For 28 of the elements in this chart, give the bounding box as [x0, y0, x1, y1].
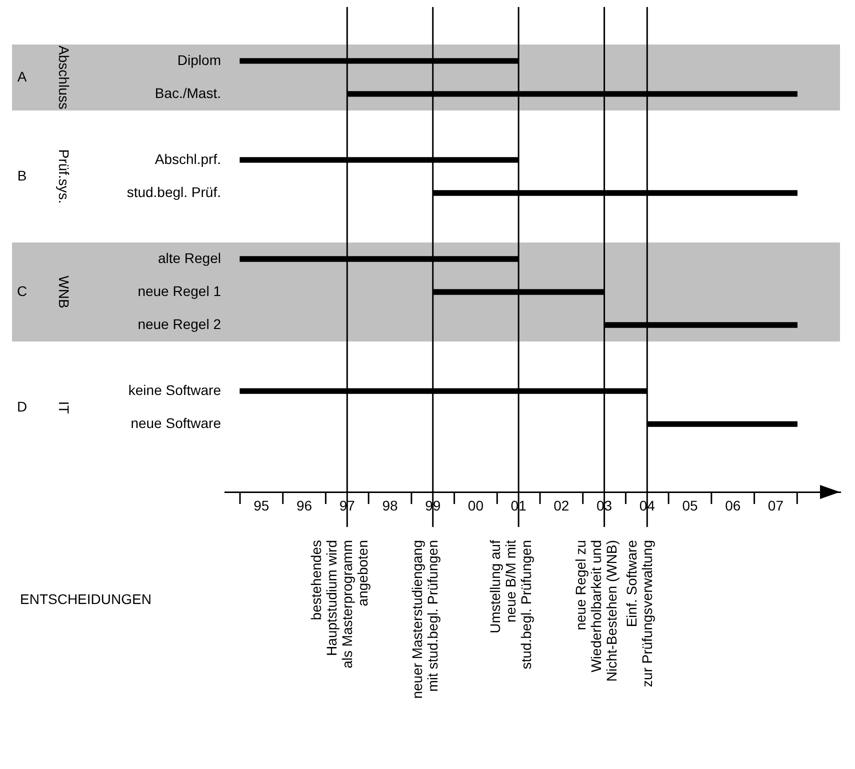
text: Prüf.sys.	[56, 149, 72, 204]
x-tick-label: 07	[768, 497, 784, 514]
x-tick-label: 06	[725, 497, 741, 514]
y-tick-label: Abschl.prf.	[154, 150, 221, 167]
text: D	[16, 398, 28, 414]
y-tick-label: neue Regel 1	[138, 282, 222, 299]
text: ENTSCHEIDUNGEN	[20, 590, 152, 607]
text: IT	[56, 401, 72, 414]
text: B	[17, 167, 27, 184]
x-tick-label: 02	[554, 497, 570, 514]
ref-line-label: neue Regel zu Wiederholbarkeit und Nicht-Bestehen (WNB)	[572, 540, 620, 682]
text: Abschluss	[56, 46, 72, 110]
y-tick-label: stud.begl. Prüf.	[126, 184, 221, 200]
x-tick-label: 00	[468, 497, 484, 514]
y-tick-label: neue Regel 2	[138, 316, 222, 332]
text: C	[16, 282, 28, 299]
y-tick-label: keine Software	[128, 382, 222, 398]
y-tick-label: neue Software	[130, 414, 222, 431]
y-tick-label: Diplom	[177, 52, 221, 68]
x-tick-label: 96	[296, 497, 312, 514]
x-tick-label: 98	[382, 497, 398, 514]
text: WNB	[56, 276, 72, 308]
x-tick-label: 95	[254, 497, 270, 514]
x-tick-label: 05	[682, 497, 698, 514]
y-tick-label: Bac./Mast.	[154, 84, 221, 101]
text: A	[17, 68, 28, 84]
y-tick-label: alte Regel	[158, 250, 221, 266]
ref-line-label: bestehendes Hauptstudium wird als Masterprogramm angeboten	[308, 540, 370, 668]
